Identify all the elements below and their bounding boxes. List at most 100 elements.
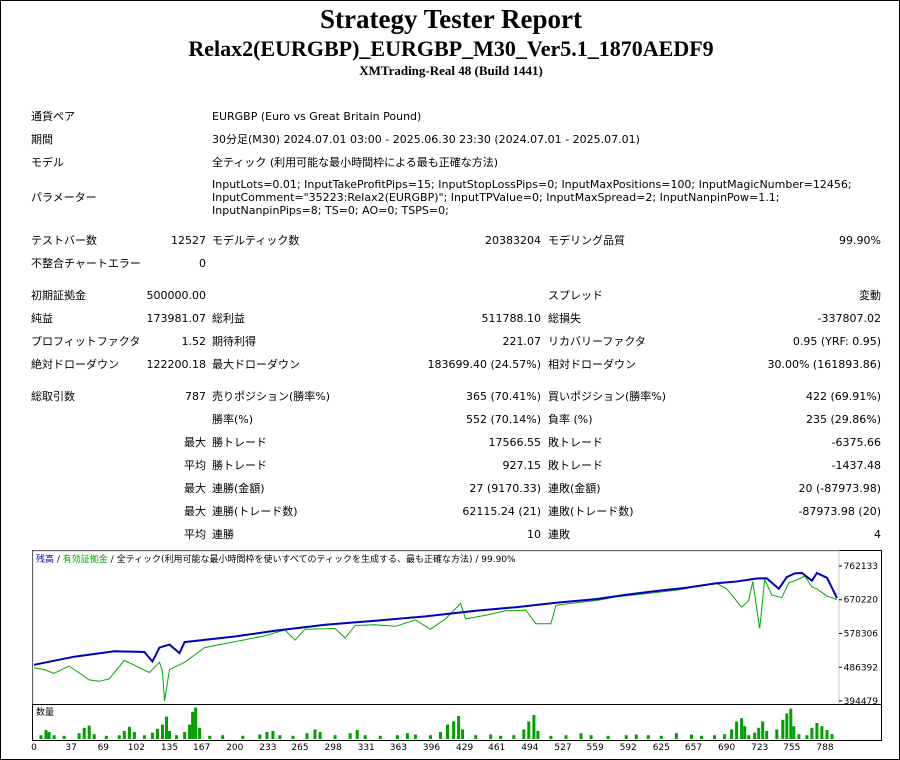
absolute-drawdown-value: 122200.18 xyxy=(146,358,207,371)
volume-bar xyxy=(258,734,262,739)
x-tick-label: 37 xyxy=(65,743,76,753)
model-label: モデル xyxy=(31,156,64,169)
x-tick-label: 690 xyxy=(718,743,735,753)
volume-bar xyxy=(452,721,456,739)
legend-model: 全ティック(利用可能な最小時間枠を使いすべてのティックを生成する、最も正確な方法… xyxy=(117,553,473,565)
volume-bar xyxy=(659,735,663,739)
avg-consec-losses-label: 連敗 xyxy=(548,528,570,541)
volume-bar xyxy=(122,731,126,739)
volume-bar xyxy=(457,716,461,739)
errors-label: 不整合チャートエラー xyxy=(31,257,141,270)
volume-bar xyxy=(820,726,824,739)
volume-bar xyxy=(378,735,382,739)
volume-bar xyxy=(52,735,56,739)
balance-line xyxy=(33,571,838,666)
max-consec-losses-amount-value: 20 (-87973.98) xyxy=(798,482,881,495)
absolute-drawdown-label: 絶対ドローダウン xyxy=(31,358,119,371)
volume-bar xyxy=(132,732,136,739)
volume-bar xyxy=(271,731,275,739)
max-consec-wins-amount-value: 27 (9170.33) xyxy=(469,482,541,495)
volume-bar xyxy=(156,728,159,739)
deposit-label: 初期証拠金 xyxy=(31,289,86,302)
y-axis: 762133 670220 578306 486392 394479 xyxy=(839,562,878,707)
volume-bar xyxy=(62,735,66,739)
y-tick-label: 486392 xyxy=(844,663,878,673)
win-rate-label: 勝率(%) xyxy=(212,413,254,426)
volume-bar xyxy=(606,735,610,739)
avg-loss-trade-value: -1437.48 xyxy=(831,459,881,472)
volume-bar xyxy=(318,732,322,739)
volume-bar xyxy=(564,735,568,739)
volume-bar xyxy=(589,735,593,739)
volume-bar xyxy=(646,735,650,739)
symbol-value: EURGBP (Euro vs Great Britain Pound) xyxy=(212,110,422,123)
volume-bar xyxy=(805,735,809,739)
volume-bar xyxy=(104,735,108,739)
volume-bar xyxy=(194,707,198,739)
symbol-label: 通貨ペア xyxy=(31,110,75,123)
loss-rate-value: 235 (29.86%) xyxy=(805,413,881,426)
volume-bar xyxy=(44,730,48,739)
volume-bar xyxy=(735,721,739,739)
volume-bar xyxy=(405,733,409,739)
expected-payoff-label: 期待利得 xyxy=(212,335,256,348)
volume-bar xyxy=(429,735,432,739)
x-tick-label: 723 xyxy=(751,743,768,753)
volume-bar xyxy=(765,731,769,739)
x-tick-label: 755 xyxy=(783,743,800,753)
x-tick-label: 265 xyxy=(291,743,308,753)
period-label: 期間 xyxy=(31,133,53,146)
volume-bar xyxy=(183,732,187,739)
relative-drawdown-value: 30.00% (161893.86) xyxy=(767,358,881,371)
short-positions-value: 365 (70.41%) xyxy=(465,390,541,403)
legend-sep-3: / xyxy=(473,555,482,565)
volume-bar xyxy=(461,729,465,739)
gross-profit-label: 総利益 xyxy=(212,312,245,325)
gross-profit-value: 511788.10 xyxy=(481,312,542,325)
x-tick-label: 363 xyxy=(390,743,407,753)
recovery-factor-label: リカバリーファクタ xyxy=(548,335,646,348)
legend-equity: 有効証拠金 xyxy=(63,553,108,565)
volume-bar xyxy=(713,735,716,739)
volume-bar xyxy=(150,732,154,739)
volume-bar xyxy=(221,735,225,739)
max-prefix-2: 最大 xyxy=(184,482,206,495)
volume-bar xyxy=(117,735,121,739)
volume-bar xyxy=(532,715,536,739)
volume-bar xyxy=(522,729,526,739)
max-win-trade-label: 勝トレード xyxy=(212,436,267,449)
profit-factor-label: プロフィットファクタ xyxy=(31,335,141,348)
spread-value: 変動 xyxy=(859,289,881,302)
volume-bar xyxy=(77,733,81,739)
model-value: 全ティック (利用可能な最小時間枠による最も正確な方法) xyxy=(212,156,499,169)
server-info: XMTrading-Real 48 (Build 1441) xyxy=(359,63,543,78)
volume-bar xyxy=(634,734,638,739)
y-tick-label: 578306 xyxy=(844,630,879,640)
legend-sep-2: / xyxy=(108,555,117,565)
volume-bar xyxy=(208,735,212,739)
volume-bar xyxy=(446,724,449,739)
avg-prefix-1: 平均 xyxy=(184,459,206,472)
volume-bar xyxy=(348,733,352,739)
volume-chart: 数量 xyxy=(32,704,882,741)
avg-loss-trade-label: 敗トレード xyxy=(548,459,603,472)
plot-area xyxy=(32,550,840,709)
volume-bar xyxy=(439,732,442,739)
report-subtitle: Relax2(EURGBP)_EURGBP_M30_Ver5.1_1870AED… xyxy=(188,36,714,61)
avg-consec-losses-value: 4 xyxy=(874,528,881,541)
avg-win-trade-value: 927.15 xyxy=(502,459,542,472)
max-consec-wins-amount-label: 連勝(金額) xyxy=(212,482,265,495)
quality-label: モデリング品質 xyxy=(548,234,625,247)
deposit-value: 500000.00 xyxy=(146,289,207,302)
long-positions-value: 422 (69.91%) xyxy=(805,390,881,403)
volume-bar xyxy=(305,733,309,739)
volume-bar xyxy=(92,734,96,739)
volume-bar xyxy=(265,732,269,739)
volume-bar xyxy=(191,711,195,739)
x-tick-label: 657 xyxy=(685,743,702,753)
quality-value: 99.90% xyxy=(839,234,881,247)
relative-drawdown-label: 相対ドローダウン xyxy=(548,358,636,371)
volume-bar xyxy=(395,735,399,739)
expected-payoff-value: 221.07 xyxy=(502,335,542,348)
max-consec-wins-count-value: 62115.24 (21) xyxy=(462,505,541,518)
